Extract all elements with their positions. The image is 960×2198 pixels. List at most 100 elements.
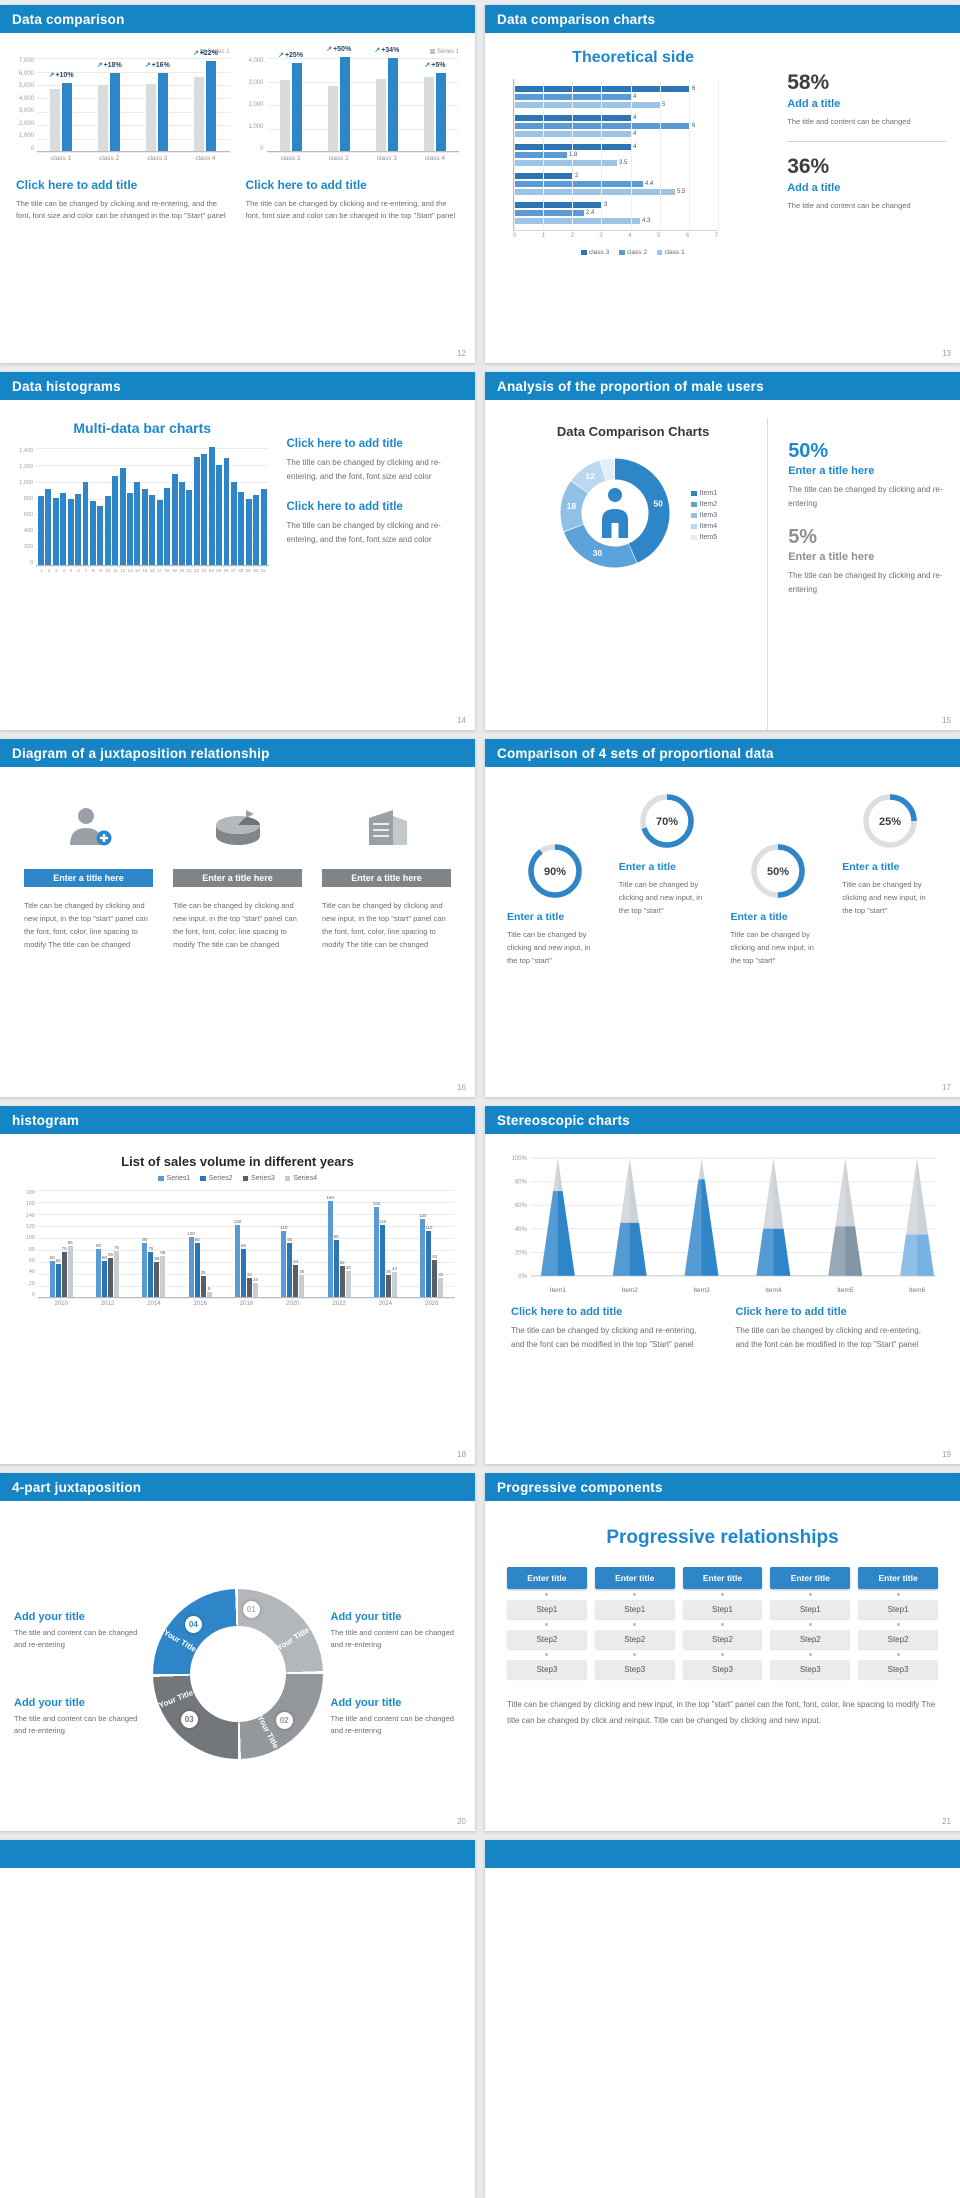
bar-gray (327, 86, 338, 152)
up-arrow-icon: ↗ (48, 72, 55, 80)
bar (287, 1243, 293, 1297)
bar-row: 5 (514, 101, 718, 108)
up-arrow-icon: ↗ (424, 62, 431, 70)
slide-17-proportional-data[interactable]: Comparison of 4 sets of proportional dat… (485, 739, 960, 1097)
bar-group: 4 6 4 (514, 114, 718, 137)
slide-15-male-users-proportion[interactable]: Analysis of the proportion of male users… (485, 372, 960, 730)
bar-blue (62, 83, 73, 152)
slide-16-juxtaposition-relationship[interactable]: Diagram of a juxtaposition relationship … (0, 739, 475, 1097)
bar (345, 1271, 351, 1297)
bar-wrap: 130 (419, 1213, 427, 1297)
chart-column: Series 1 4,000 3,000 2,000 1,000 0 ↗+25% ↗+50% ↗… (246, 46, 460, 223)
slide-21-progressive-components[interactable]: Progressive components Progressive relat… (485, 1473, 960, 1831)
bar-wrap: 80 (240, 1243, 246, 1297)
bar-gray (375, 79, 386, 152)
block-heading: Click here to add title (16, 178, 138, 193)
slide-title-bar: Comparison of 4 sets of proportional dat… (485, 739, 960, 767)
bar (89, 501, 96, 565)
x-tick-label: 22 (194, 568, 200, 573)
legend-label: Series1 (166, 1175, 191, 1182)
bar (514, 180, 643, 187)
legend-item: Series2 (200, 1175, 233, 1182)
value-label: 3 (604, 201, 608, 208)
slide-20-four-part-juxtaposition[interactable]: 4-part juxtaposition Add your title The … (0, 1473, 475, 1831)
histogram-chart: 1,400 1,200 1,000 800 600 400 200 0 1 2 3 4 5 6 7 8 9 10 1… (16, 447, 269, 573)
step-column: Enter title Step1 Step2 Step3 (507, 1567, 587, 1679)
bar (514, 209, 584, 216)
y-tick-label: 100 (25, 1235, 35, 1242)
bar-wrap: 65 (107, 1252, 113, 1297)
bar-wrap: 60 (101, 1255, 107, 1297)
donut-segment (560, 458, 670, 568)
legend-label: Item2 (699, 501, 718, 508)
bar (420, 1219, 426, 1297)
gridline (37, 152, 230, 154)
bar (95, 1249, 101, 1297)
x-tick-label: class 3 (147, 155, 168, 163)
value-text: +10% (55, 72, 74, 80)
bar-wrap: 36 (385, 1269, 391, 1297)
stat-title: Enter a title here (788, 551, 875, 564)
x-tick-label: 12 (120, 568, 126, 573)
bar (385, 1275, 391, 1297)
text-block: Add your title The title and content can… (14, 1697, 145, 1737)
bar-group: ↗+10% (49, 72, 74, 152)
value-text: +16% (151, 62, 170, 70)
gridline (38, 1226, 455, 1227)
bar (230, 482, 237, 565)
value-label: 54 (293, 1259, 299, 1264)
chart-title: Theoretical side (572, 49, 694, 66)
bar-blue (339, 57, 350, 152)
x-tick-label: 2012 (100, 1301, 115, 1307)
page-number: 13 (942, 349, 951, 358)
cone-highlight (756, 1158, 774, 1276)
step-connector-dot (720, 1653, 724, 1656)
legend-swatch (200, 1175, 206, 1182)
slide-body: 90% Enter a title Title can be changed b… (485, 767, 960, 1097)
stat-title: Add a title (787, 182, 841, 195)
slide-title-bar: histogram (0, 1106, 475, 1134)
y-tick-label: 5,000 (18, 83, 34, 90)
bar (514, 188, 675, 195)
x-axis-labels: class 1 class 2 class 3 class 4 (267, 152, 460, 162)
gridline (36, 464, 269, 466)
x-tick-label: 14 (135, 568, 141, 573)
ring-column: 50% Enter a title Title can be changed b… (731, 791, 827, 1097)
chart-title: List of sales volume in different years (121, 1154, 354, 1169)
value-text: +22% (199, 50, 218, 58)
y-tick-label: 0 (31, 1291, 35, 1298)
block-heading: Add your title (330, 1697, 402, 1709)
y-axis: 4,000 3,000 2,000 1,000 0 (246, 58, 267, 152)
bar (281, 1231, 287, 1297)
bar-row: 6 (514, 85, 718, 92)
bar (45, 489, 52, 565)
y-tick-label: 400 (23, 528, 33, 534)
y-tick-label: 600 (23, 512, 33, 518)
bar-wrap: 75 (61, 1246, 67, 1297)
slide-14-data-histograms[interactable]: Data histograms Multi-data bar charts 1,… (0, 372, 475, 730)
cone-highlight (540, 1158, 558, 1276)
slide-13-data-comparison-charts[interactable]: Data comparison charts Theoretical side … (485, 5, 960, 363)
segment-number-badge: 01 (242, 1600, 260, 1618)
bar-gray (98, 85, 109, 152)
slide-19-stereoscopic-charts[interactable]: Stereoscopic charts 100% 80% 60% 40% 20% 0% It… (485, 1106, 960, 1464)
value-label: 4 (633, 143, 637, 150)
gridline (266, 128, 459, 130)
ring-progress (528, 844, 582, 898)
stat-value: 5% (788, 526, 818, 549)
block-heading: Add your title (14, 1611, 85, 1623)
slide-12-data-comparison[interactable]: Data comparison Series 1 7,000 6,000 5,000 4… (0, 5, 475, 363)
gridline (266, 105, 459, 107)
stat-value: 36% (787, 155, 830, 179)
slide-18-histogram[interactable]: histogram List of sales volume in differ… (0, 1106, 475, 1464)
y-tick-label: 1,200 (19, 464, 33, 470)
ring-title: Enter a title (618, 861, 676, 873)
legend-swatch (581, 249, 587, 256)
legend-label: class 2 (626, 249, 647, 256)
x-tick-label: 4 (62, 568, 66, 573)
enter-title-button: Enter title (858, 1567, 938, 1589)
x-tick-label: 2026 (425, 1301, 439, 1307)
gridline (38, 1250, 455, 1251)
